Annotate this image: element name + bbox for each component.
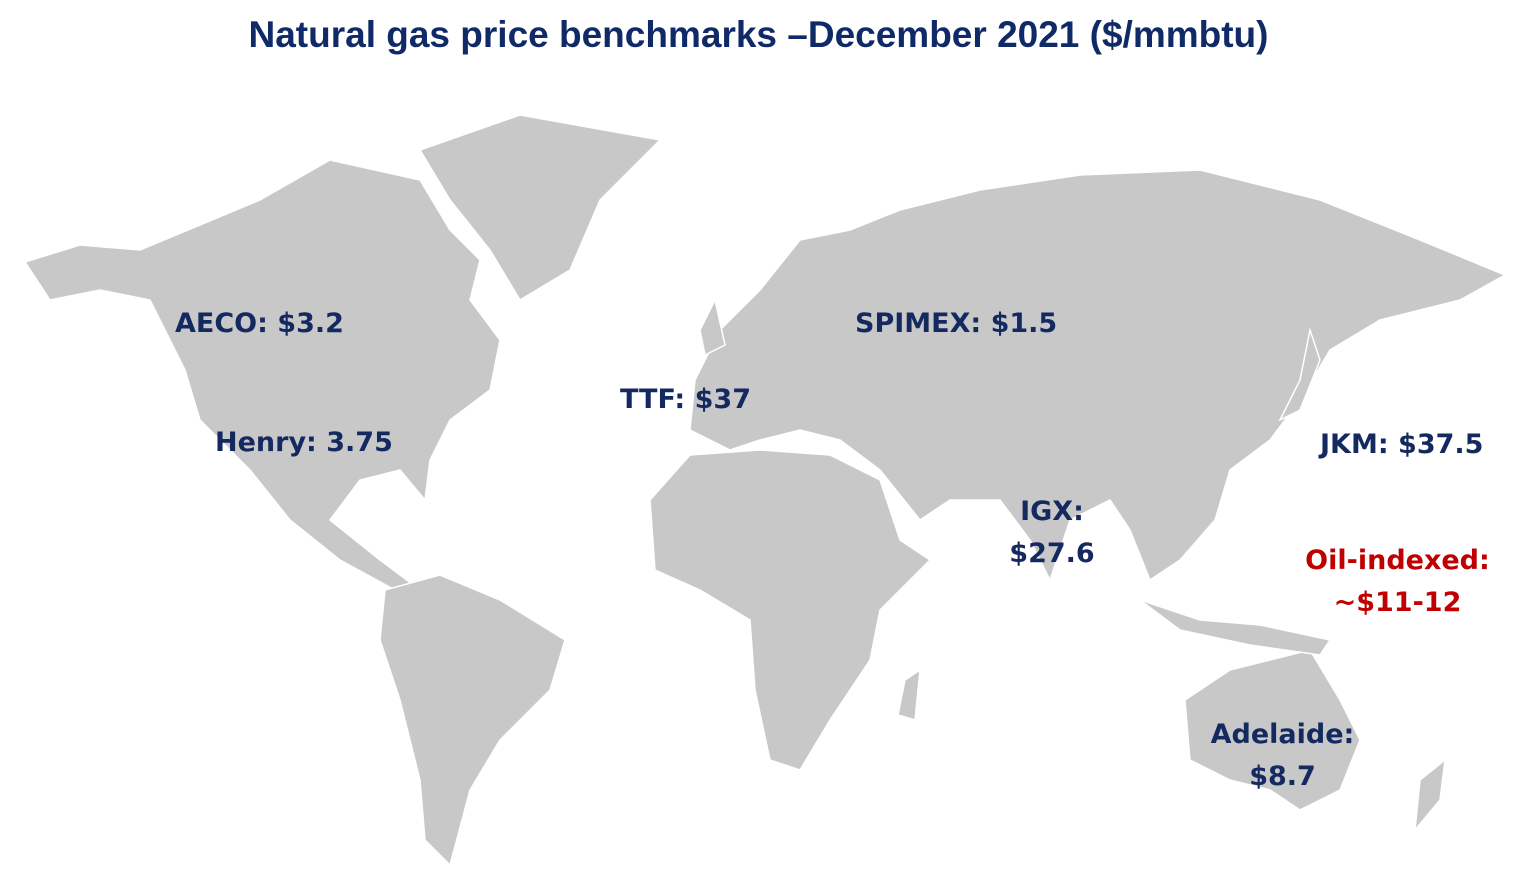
ttf-price: TTF: $37 [620, 384, 751, 415]
label-ttf: TTF: $37 [620, 379, 751, 421]
igx-name: IGX: [1020, 496, 1084, 527]
henry-price: Henry: 3.75 [215, 427, 393, 458]
label-aeco: AECO: $3.2 [175, 303, 344, 345]
africa [649, 449, 932, 771]
label-henry: Henry: 3.75 [215, 422, 393, 464]
japan [1278, 327, 1321, 422]
uk [699, 297, 726, 357]
oil-indexed-name: Oil-indexed: [1305, 545, 1490, 576]
adelaide-name: Adelaide: [1210, 719, 1355, 750]
new-zealand [1414, 758, 1446, 833]
label-igx: IGX: $27.6 [1002, 491, 1102, 575]
south-america [379, 574, 566, 867]
label-spimex: SPIMEX: $1.5 [855, 303, 1057, 345]
adelaide-price: $8.7 [1249, 761, 1316, 792]
eurasia [689, 169, 1507, 582]
label-adelaide: Adelaide: $8.7 [1205, 714, 1360, 798]
north-america [23, 159, 501, 591]
spimex-price: SPIMEX: $1.5 [855, 308, 1058, 339]
map-title: Natural gas price benchmarks –December 2… [248, 14, 1269, 55]
jkm-price: JKM: $37.5 [1320, 429, 1484, 460]
indonesia [1139, 599, 1332, 656]
madagascar [897, 668, 921, 721]
label-oil-indexed: Oil-indexed: ~$11-12 [1300, 540, 1495, 624]
oil-indexed-price: ~$11-12 [1333, 587, 1462, 618]
igx-price: $27.6 [1009, 538, 1095, 569]
aeco-price: AECO: $3.2 [175, 308, 344, 339]
greenland [418, 114, 662, 302]
label-jkm: JKM: $37.5 [1320, 424, 1483, 466]
australia [1184, 649, 1361, 811]
